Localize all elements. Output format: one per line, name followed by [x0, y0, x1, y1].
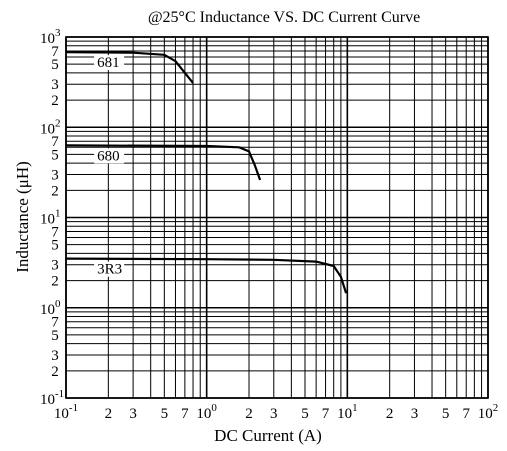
y-tick-label: 7: [51, 44, 59, 60]
series-label-bg: [94, 261, 125, 277]
x-tick-label: 101: [337, 402, 358, 422]
series-label-bg: [94, 55, 125, 71]
y-tick-label: 2: [51, 183, 59, 199]
y-tick-label: 5: [51, 57, 59, 73]
x-tick-label: 7: [462, 406, 470, 422]
plot-frame: [65, 36, 489, 399]
y-tick-label: 2: [51, 364, 59, 380]
x-tick-label: 10-1: [54, 402, 78, 422]
x-tick-label: 7: [322, 406, 330, 422]
y-tick-label: 3: [51, 258, 59, 274]
x-axis-ticks: 10-1 2 3 5 7 100 2 3 5 7 101 2 3 5 7 102: [54, 402, 498, 422]
series-group: 681 680 3R3: [65, 51, 348, 294]
x-tick-label: 3: [129, 406, 137, 422]
series-label-3r3: 3R3: [97, 262, 122, 278]
x-tick-label: 5: [442, 406, 450, 422]
grid: [65, 36, 489, 399]
y-tick-label: 3: [51, 167, 59, 183]
chart-title: @25°C Inductance VS. DC Current Curve: [148, 9, 420, 26]
y-tick-label: 3: [51, 348, 59, 364]
x-tick-label: 3: [270, 406, 278, 422]
x-tick-label: 100: [196, 402, 217, 422]
y-tick-label: 7: [51, 224, 59, 240]
x-tick-label: 7: [181, 406, 189, 422]
x-tick-label: 102: [478, 402, 499, 422]
x-tick-label: 5: [161, 406, 169, 422]
series-line-681: [65, 51, 194, 84]
x-tick-label: 5: [301, 406, 309, 422]
y-tick-label: 2: [51, 93, 59, 109]
y-tick-label: 5: [51, 238, 59, 254]
y-tick-label: 10-1: [40, 388, 64, 408]
y-tick-label: 2: [51, 274, 59, 290]
x-tick-label: 2: [105, 406, 113, 422]
series-label-681: 681: [97, 55, 120, 71]
x-tick-label: 2: [245, 406, 253, 422]
y-tick-label: 100: [40, 298, 61, 318]
y-tick-label: 5: [51, 328, 59, 344]
series-line-3r3: [65, 257, 348, 294]
x-tick-label: 3: [411, 406, 419, 422]
series-line-680: [65, 144, 262, 181]
y-tick-label: 5: [51, 147, 59, 163]
y-tick-label: 103: [40, 27, 61, 47]
y-tick-label: 7: [51, 134, 59, 150]
x-axis-label: DC Current (A): [214, 426, 322, 445]
y-tick-label: 101: [40, 208, 61, 228]
y-axis-label: Inductance (μH): [13, 161, 32, 273]
y-tick-label: 7: [51, 315, 59, 331]
y-tick-label: 102: [40, 117, 61, 137]
y-tick-label: 3: [51, 77, 59, 93]
x-tick-label: 2: [386, 406, 394, 422]
series-label-bg: [94, 148, 125, 164]
series-label-680: 680: [97, 148, 120, 164]
